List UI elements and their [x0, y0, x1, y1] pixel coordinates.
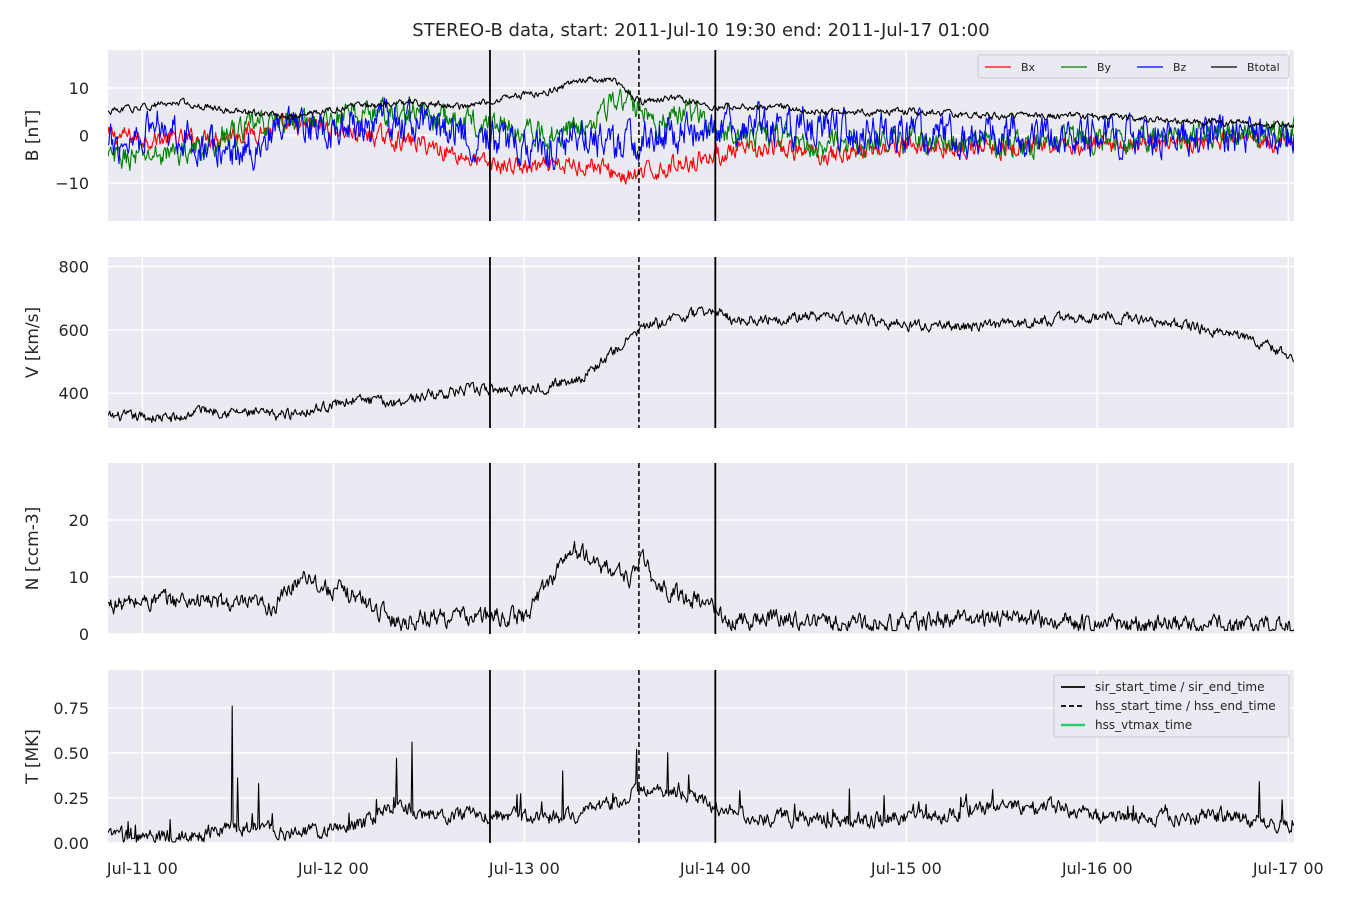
legend-b-box	[977, 54, 1290, 79]
panel-1-plot-area	[108, 257, 1294, 428]
legend-events-box	[1053, 674, 1290, 738]
panel-1-background	[108, 257, 1294, 428]
legend-b-label-bx: Bx	[1021, 61, 1036, 74]
panel-3-series-t	[108, 705, 1294, 843]
panel-0-y-axis-label: B [nT]	[23, 110, 43, 162]
legend-b-label-bz: Bz	[1173, 61, 1187, 74]
panel-3-y-axis-label: T [MK]	[23, 729, 43, 785]
legend-events-label-1: hss_start_time / hss_end_time	[1095, 699, 1276, 713]
x-tick-label: Jul-12 00	[297, 859, 369, 878]
legend-events-label-0: sir_start_time / sir_end_time	[1095, 680, 1265, 694]
panel-0-series-btotal	[108, 76, 1294, 129]
panel-3-plot-area	[108, 670, 1294, 843]
panel-2-y-axis-label: N [ccm-3]	[23, 507, 43, 591]
panel-2-series-n	[108, 541, 1294, 632]
legend-b-label-by: By	[1097, 61, 1112, 74]
panel-0-y-tick-label: 10	[69, 79, 89, 98]
panel-1-y-tick-label: 400	[58, 384, 89, 403]
panel-3-y-tick-label: 0.25	[53, 789, 89, 808]
panel-0-y-tick-label: 0	[79, 127, 89, 146]
legend-events-label-2: hss_vtmax_time	[1095, 718, 1192, 732]
panel-0-series-bz	[108, 96, 1294, 171]
legend-b-label-btotal: Btotal	[1247, 61, 1280, 74]
panel-1-y-tick-label: 600	[58, 321, 89, 340]
panel-2-plot-area	[108, 463, 1294, 634]
panel-2-y-tick-label: 10	[69, 568, 89, 587]
x-tick-label: Jul-13 00	[488, 859, 560, 878]
panel-3-y-tick-label: 0.75	[53, 699, 89, 718]
x-tick-label: Jul-15 00	[870, 859, 942, 878]
panel-2-y-tick-label: 0	[79, 625, 89, 644]
panel-1-y-axis-label: V [km/s]	[23, 307, 43, 378]
panel-0-y-tick-label: −10	[55, 174, 89, 193]
panel-0-plot-area	[108, 50, 1294, 221]
panel-1-y-tick-label: 800	[58, 258, 89, 277]
x-tick-label: Jul-14 00	[679, 859, 751, 878]
x-tick-label: Jul-11 00	[106, 859, 178, 878]
panel-2-background	[108, 463, 1294, 634]
panel-3-y-tick-label: 0.50	[53, 744, 89, 763]
panel-1-series-v	[108, 306, 1294, 423]
x-tick-label: Jul-17 00	[1252, 859, 1324, 878]
panel-2-y-tick-label: 20	[69, 511, 89, 530]
x-tick-label: Jul-16 00	[1061, 859, 1133, 878]
chart-title: STEREO-B data, start: 2011-Jul-10 19:30 …	[412, 20, 989, 41]
panel-3-y-tick-label: 0.00	[53, 834, 89, 853]
